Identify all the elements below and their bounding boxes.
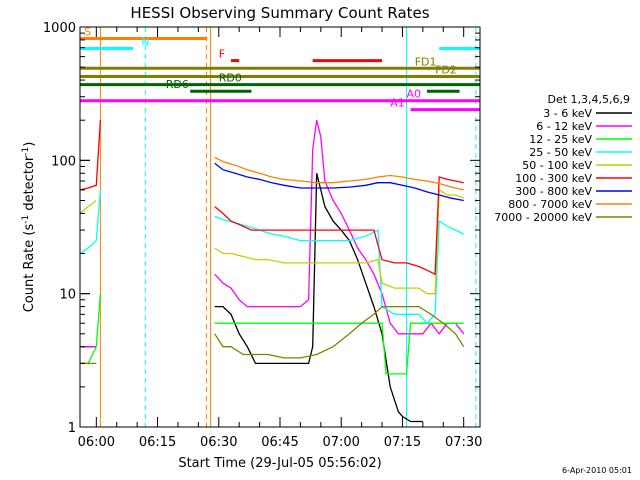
series-line-2-1 xyxy=(214,322,464,375)
legend-label: 6 - 12 keV xyxy=(536,120,592,133)
legend-label: 3 - 6 keV xyxy=(543,107,592,120)
series-line-5-0 xyxy=(79,120,102,191)
flag-label-N: N xyxy=(141,35,149,48)
x-tick-label: 07:15 xyxy=(384,435,421,450)
y-axis-label: Count Rate (s-1 detector-1) xyxy=(21,142,37,313)
series-line-4-1 xyxy=(214,188,464,295)
series-line-4-0 xyxy=(79,199,97,214)
x-axis-ticks: 06:00 06:15 06:30 06:45 07:00 07:15 07:30 xyxy=(78,27,482,450)
series-line-1-1 xyxy=(214,120,465,335)
flag-label-F: F xyxy=(219,48,225,61)
flag-label-FD1: FD1 xyxy=(415,55,437,68)
y-tick-label: 10 xyxy=(59,288,76,303)
x-tick-label: 07:00 xyxy=(322,435,359,450)
series-line-0-1 xyxy=(214,173,423,423)
series-line-6-0 xyxy=(214,162,464,202)
chart-title: HESSI Observing Summary Count Rates xyxy=(130,4,429,22)
flag-label-A1: A1 xyxy=(390,97,405,110)
x-tick-label: 06:00 xyxy=(78,435,115,450)
y-tick-label: 100 xyxy=(51,154,76,169)
series-line-7-0 xyxy=(214,156,464,191)
series-line-3-1 xyxy=(214,215,464,325)
x-tick-label: 06:15 xyxy=(139,435,176,450)
legend-label: 100 - 300 keV xyxy=(515,172,592,185)
y-tick-label: 1 xyxy=(68,421,76,436)
flag-label-S: S xyxy=(84,25,91,38)
series-group xyxy=(79,120,465,423)
legend-label: 25 - 50 keV xyxy=(529,146,592,159)
legend-label: 800 - 7000 keV xyxy=(508,198,592,211)
legend-label: 12 - 25 keV xyxy=(529,133,592,146)
series-line-5-1 xyxy=(214,176,464,276)
legend-label: 50 - 100 keV xyxy=(522,159,592,172)
timestamp: 6-Apr-2010 05:01 xyxy=(562,466,632,475)
x-tick-label: 06:30 xyxy=(200,435,237,450)
legend-label: 7000 - 20000 keV xyxy=(494,211,592,224)
series-line-2-0 xyxy=(80,293,102,365)
series-line-3-0 xyxy=(79,189,102,255)
series-line-8-1 xyxy=(214,305,465,359)
y-axis-ticks: 1 10 100 1000 xyxy=(43,21,480,436)
y-tick-label: 1000 xyxy=(43,21,76,36)
x-tick-label: 07:30 xyxy=(445,435,482,450)
flag-label-RD0: RD0 xyxy=(219,72,242,85)
legend-title: Det 1,3,4,5,6,9 xyxy=(547,93,630,106)
vertical-markers xyxy=(99,27,477,427)
flag-label-A0: A0 xyxy=(407,88,422,101)
flag-label-RD6: RD6 xyxy=(166,78,189,91)
flag-label-FD2: FD2 xyxy=(435,64,457,77)
x-tick-label: 06:45 xyxy=(261,435,298,450)
x-axis-label: Start Time (29-Jul-05 05:56:02) xyxy=(178,456,381,471)
legend-label: 300 - 800 keV xyxy=(515,185,592,198)
